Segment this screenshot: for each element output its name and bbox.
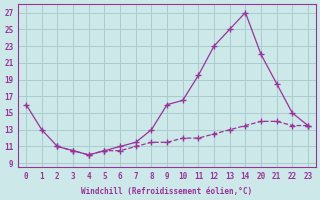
X-axis label: Windchill (Refroidissement éolien,°C): Windchill (Refroidissement éolien,°C) xyxy=(82,187,252,196)
